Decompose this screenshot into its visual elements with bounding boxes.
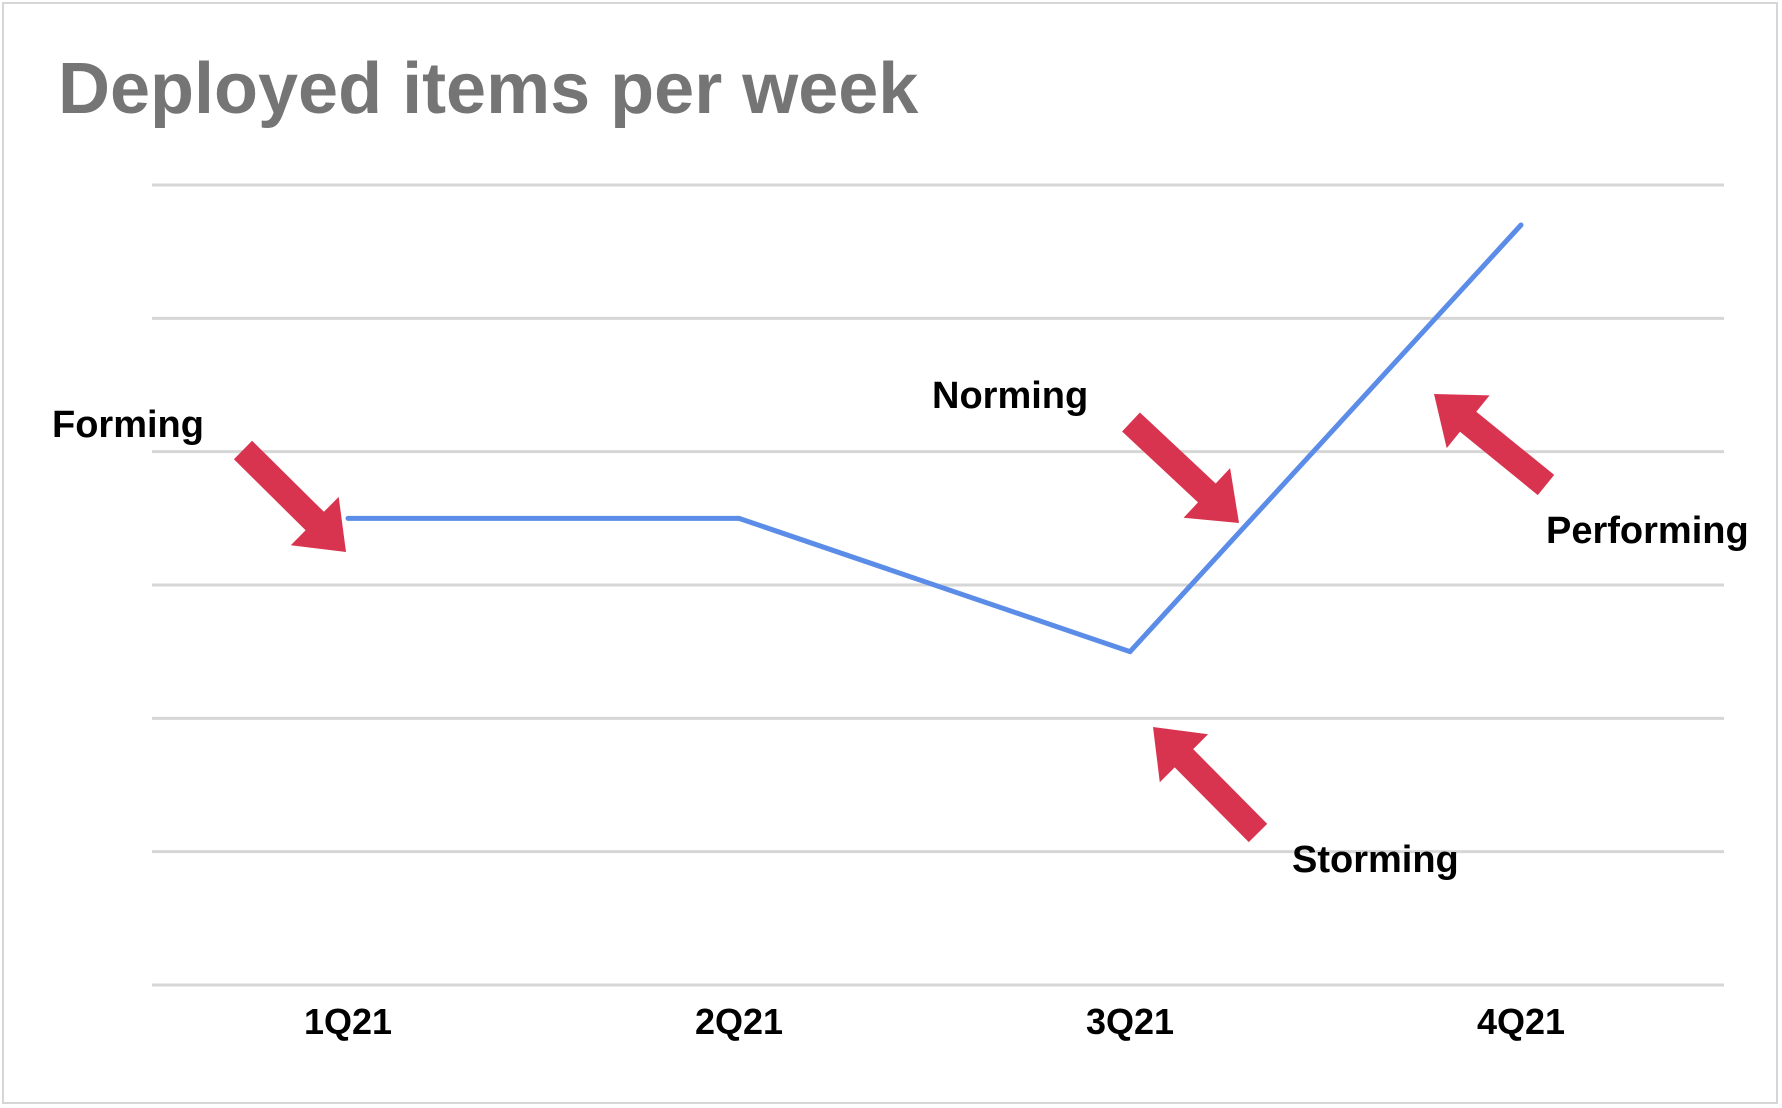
x-tick-label-1q21: 1Q21 bbox=[304, 1001, 392, 1042]
norming-arrow bbox=[1122, 412, 1239, 523]
x-tick-label-3q21: 3Q21 bbox=[1086, 1001, 1174, 1042]
forming-arrow bbox=[233, 440, 346, 552]
forming-annotation-label: Forming bbox=[52, 404, 204, 446]
x-axis-tick-labels: 1Q21 2Q21 3Q21 4Q21 bbox=[304, 1001, 1565, 1042]
x-tick-label-2q21: 2Q21 bbox=[695, 1001, 783, 1042]
storming-arrow bbox=[1153, 727, 1268, 843]
performing-arrow bbox=[1434, 394, 1555, 496]
norming-annotation-label: Norming bbox=[932, 375, 1088, 417]
data-point-3q21 bbox=[1127, 649, 1133, 655]
gridlines bbox=[152, 183, 1724, 987]
data-point-4q21 bbox=[1518, 222, 1524, 228]
storming-annotation-label: Storming bbox=[1292, 839, 1459, 881]
series-layer bbox=[345, 222, 1524, 655]
chart-title: Deployed items per week bbox=[58, 49, 919, 129]
x-tick-label-4q21: 4Q21 bbox=[1477, 1001, 1565, 1042]
performing-annotation-label: Performing bbox=[1546, 510, 1749, 552]
annotations: Forming Norming Storming Performing bbox=[52, 375, 1749, 881]
data-point-2q21 bbox=[736, 515, 742, 521]
series-line bbox=[348, 223, 1523, 655]
data-point-1q21 bbox=[345, 515, 351, 521]
